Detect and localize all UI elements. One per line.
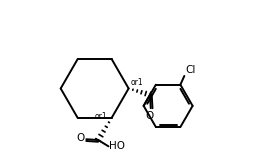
- Text: HO: HO: [109, 141, 125, 151]
- Text: O: O: [76, 134, 84, 143]
- Text: O: O: [146, 111, 154, 121]
- Text: Cl: Cl: [185, 65, 195, 75]
- Text: or1: or1: [95, 112, 108, 121]
- Text: or1: or1: [130, 78, 143, 87]
